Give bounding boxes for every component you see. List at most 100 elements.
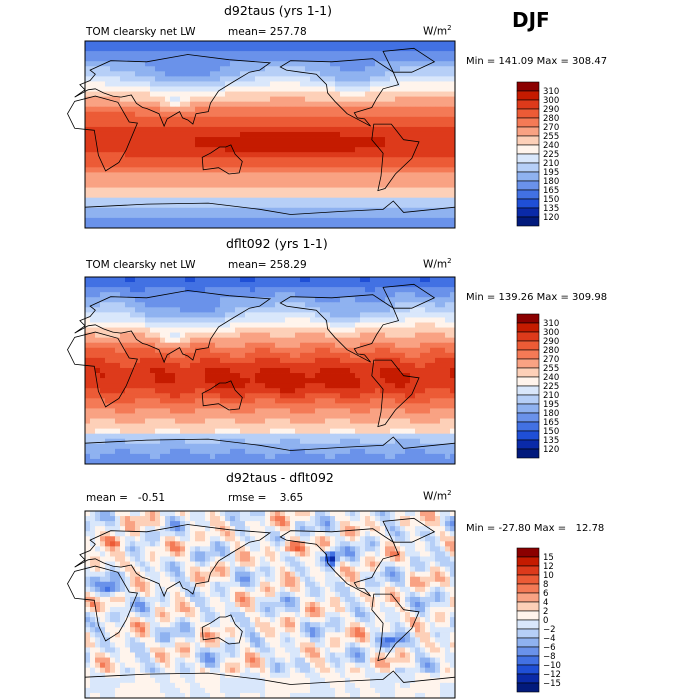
coastline-greenland xyxy=(382,47,436,73)
colorbar-1-box-9 xyxy=(516,162,540,173)
colorbar-2-label-8: 210 xyxy=(543,391,559,401)
colorbar-2-label-1: 300 xyxy=(543,328,559,338)
colorbar-2-label-12: 150 xyxy=(543,427,559,437)
colorbar-3-box-13 xyxy=(516,664,540,675)
colorbar-3-box-0 xyxy=(516,547,540,558)
colorbar-1-label-14: 120 xyxy=(543,213,559,223)
colorbar-2-label-10: 180 xyxy=(543,409,559,419)
colorbar-2-box-3 xyxy=(516,340,540,351)
panel-3-mean-text: mean = -0.51 xyxy=(86,492,166,504)
colorbar-1-box-2 xyxy=(516,99,540,110)
colorbar-2-box-10 xyxy=(516,403,540,414)
colorbar-3-box-10 xyxy=(516,637,540,648)
coastline-africa xyxy=(67,565,138,642)
colorbar-3-box-9 xyxy=(516,628,540,639)
colorbar-2-label-9: 195 xyxy=(543,400,559,410)
season-label: DJF xyxy=(512,8,550,32)
colorbar-3-box-6 xyxy=(516,601,540,612)
panel-2-mean-text: mean= 258.29 xyxy=(228,259,307,271)
panel-1-title: d92taus (yrs 1-1) xyxy=(224,3,333,18)
colorbar-2-box-0 xyxy=(516,313,540,324)
coastline-antarctica-right xyxy=(84,670,456,685)
colorbar-2-box-13 xyxy=(516,430,540,441)
colorbar-1-label-6: 240 xyxy=(543,141,559,151)
colorbar-2-label-7: 225 xyxy=(543,382,559,392)
colorbar-1-label-11: 165 xyxy=(543,186,559,196)
panel-3-map xyxy=(67,510,456,699)
colorbar-2-box-8 xyxy=(516,385,540,396)
colorbar-2-label-14: 120 xyxy=(543,445,559,455)
colorbar-3-box-12 xyxy=(516,655,540,666)
colorbar-1-label-7: 225 xyxy=(543,150,559,160)
colorbar-2-box-14 xyxy=(516,439,540,450)
panel-2-units: W/m2 xyxy=(423,257,452,271)
colorbar-3-box-4 xyxy=(516,583,540,594)
colorbar-2-label-11: 165 xyxy=(543,418,559,428)
colorbar-3-box-3 xyxy=(516,574,540,585)
colorbar-1-box-3 xyxy=(516,108,540,119)
coastline-n-america xyxy=(279,58,400,127)
colorbar-2-label-4: 270 xyxy=(543,355,559,365)
colorbar-3-label-1: 12 xyxy=(543,562,554,572)
colorbar-1-box-13 xyxy=(516,198,540,209)
colorbar-3-label-5: 4 xyxy=(543,598,548,608)
colorbar-3-label-6: 2 xyxy=(543,607,548,617)
colorbar-2-box-12 xyxy=(516,421,540,432)
colorbar-3-label-4: 6 xyxy=(543,589,548,599)
colorbar-3-label-10: −6 xyxy=(543,643,556,653)
coastline-australia xyxy=(201,144,243,175)
map-frame-3 xyxy=(84,510,456,699)
panel-1-map xyxy=(67,40,456,229)
panel-3-rmse-text: rmse = 3.65 xyxy=(228,492,304,504)
colorbar-3-label-11: −8 xyxy=(543,652,556,662)
colorbar-3-label-3: 8 xyxy=(543,580,548,590)
colorbar-3-label-13: −12 xyxy=(543,670,561,680)
colorbar-3-label-7: 0 xyxy=(543,616,548,626)
colorbar-1-label-5: 255 xyxy=(543,132,559,142)
map-field-2 xyxy=(85,277,456,465)
coastline-australia xyxy=(201,614,243,645)
colorbar-3-label-0: 15 xyxy=(543,553,554,563)
colorbar-2-box-4 xyxy=(516,349,540,360)
panel-3-units: W/m2 xyxy=(423,489,452,503)
colorbar-2-label-3: 280 xyxy=(543,346,559,356)
map-frame-2 xyxy=(84,276,456,465)
coastline-greenland xyxy=(382,517,436,543)
colorbar-3-box-8 xyxy=(516,619,540,630)
colorbar-1-label-1: 300 xyxy=(543,96,559,106)
colorbar-2-box-6 xyxy=(516,367,540,378)
colorbar-1-box-0 xyxy=(516,81,540,92)
panel-2-minmax: Min = 139.26 Max = 309.98 xyxy=(466,292,608,303)
colorbar-3-box-5 xyxy=(516,592,540,603)
colorbar-3-box-1 xyxy=(516,556,540,567)
panel-1-colorbar: 3103002902802702552402252101951801651501… xyxy=(516,81,559,227)
colorbar-2-box-2 xyxy=(516,331,540,342)
coastline-europe-asia xyxy=(74,290,272,364)
coastline-antarctica-right xyxy=(84,200,456,215)
map-frame-1 xyxy=(84,40,456,229)
colorbar-3-label-12: −10 xyxy=(543,661,561,671)
coastline-n-america xyxy=(279,294,400,363)
colorbar-1-box-6 xyxy=(516,135,540,146)
coastline-s-america xyxy=(371,593,420,662)
colorbar-2-box-5 xyxy=(516,358,540,369)
colorbar-2-box-15 xyxy=(516,448,540,459)
colorbar-1-label-0: 310 xyxy=(543,87,559,97)
panel-1-mean-text: mean= 257.78 xyxy=(228,26,307,38)
colorbar-1-box-4 xyxy=(516,117,540,128)
map-field-3 xyxy=(85,511,456,699)
colorbar-2-label-6: 240 xyxy=(543,373,559,383)
colorbar-1-label-9: 195 xyxy=(543,168,559,178)
colorbar-1-label-8: 210 xyxy=(543,159,559,169)
coastline-antarctica-right xyxy=(84,436,456,451)
colorbar-3-box-15 xyxy=(516,682,540,693)
map-coastlines-1 xyxy=(67,47,456,215)
panel-2-title: dflt092 (yrs 1-1) xyxy=(226,236,328,251)
panel-1-variable-label: TOM clearsky net LW xyxy=(86,26,196,38)
colorbar-3-label-8: −2 xyxy=(543,625,556,635)
panel-3-title: d92taus - dflt092 xyxy=(226,470,334,485)
coastline-europe-asia xyxy=(74,54,272,128)
colorbar-2-label-2: 290 xyxy=(543,337,559,347)
colorbar-1-box-5 xyxy=(516,126,540,137)
